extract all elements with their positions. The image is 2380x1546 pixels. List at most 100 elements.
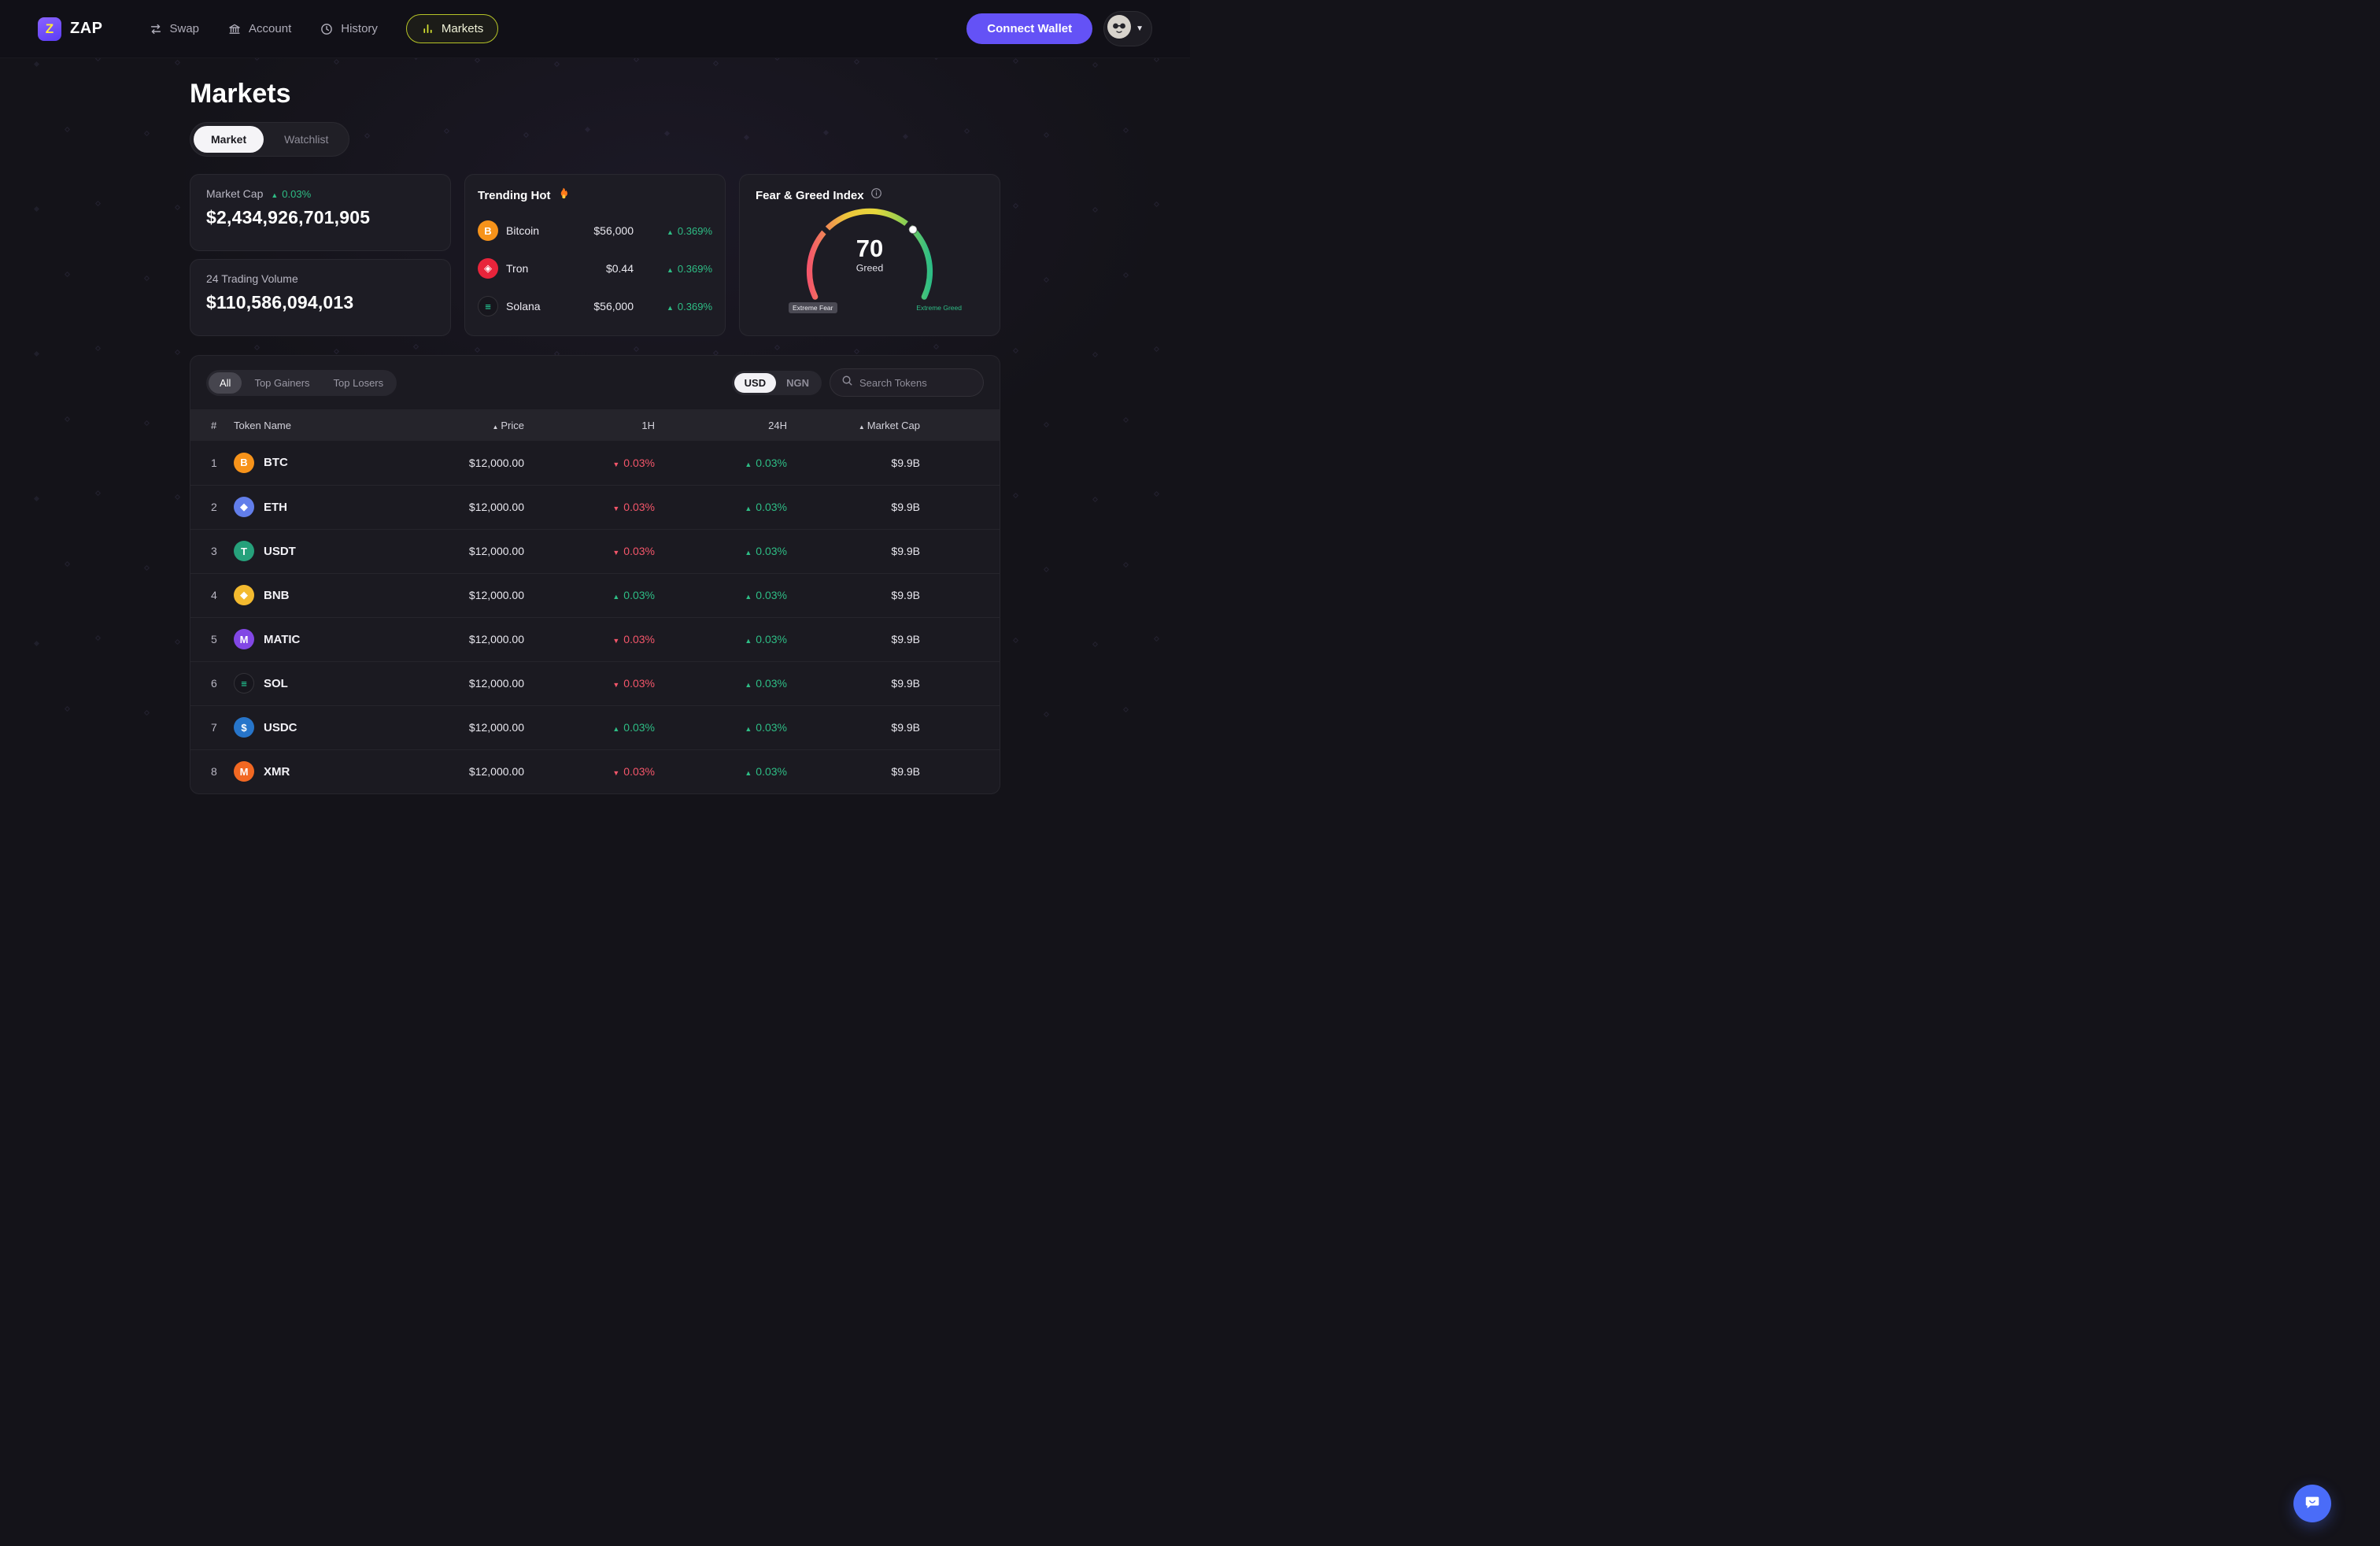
token-symbol: XMR <box>264 764 290 779</box>
up-triangle-icon: ▲ <box>745 460 752 468</box>
search-box <box>830 368 984 397</box>
col-1h[interactable]: 1H <box>524 409 655 441</box>
table-row[interactable]: 3 T USDT $12,000.00 ▼ 0.03% ▲ 0.03% $9.9B <box>190 528 1000 573</box>
usdt-icon: T <box>234 541 254 561</box>
sort-icon: ▲ <box>492 423 499 431</box>
page-title: Markets <box>190 79 291 109</box>
change-24h-cell: ▲ 0.03% <box>655 528 787 573</box>
up-triangle-icon: ▲ <box>666 227 674 236</box>
tab-watchlist[interactable]: Watchlist <box>284 133 329 146</box>
fear-greed-gauge: 70 Greed Extreme Fear Extreme Greed <box>756 205 984 323</box>
zap-logo-icon: Z <box>38 17 61 41</box>
table-row[interactable]: 6 ≡ SOL $12,000.00 ▼ 0.03% ▲ 0.03% $9.9B <box>190 660 1000 705</box>
change-1h-cell: ▲ 0.03% <box>524 572 655 617</box>
currency-ngn[interactable]: NGN <box>786 376 809 389</box>
change-1h-cell: ▼ 0.03% <box>524 616 655 661</box>
trending-list: B Bitcoin $56,000 ▲ 0.369% ◈ Tron $0.44 ▲ 0.369% ≡… <box>478 212 712 325</box>
table-row[interactable]: 8 M XMR $12,000.00 ▼ 0.03% ▲ 0.03% $9.9B <box>190 749 1000 793</box>
xmr-icon: M <box>234 761 254 782</box>
trending-token-name: Bitcoin <box>506 224 540 237</box>
up-triangle-icon: ▲ <box>745 549 752 557</box>
currency-usd[interactable]: USD <box>734 372 777 393</box>
trending-token-change: ▲ 0.369% <box>666 262 712 275</box>
change-24h-cell: ▲ 0.03% <box>655 749 787 793</box>
col-market-cap[interactable]: ▲ Market Cap <box>787 409 1000 441</box>
trending-item[interactable]: B Bitcoin $56,000 ▲ 0.369% <box>478 212 712 250</box>
price-cell: $12,000.00 <box>379 705 524 749</box>
filter-all[interactable]: All <box>209 372 242 394</box>
account-menu[interactable]: ▼ <box>1103 11 1152 46</box>
markets-table-card: All Top Gainers Top Losers USD NGN <box>190 355 1000 794</box>
table-row[interactable]: 5 M MATIC $12,000.00 ▼ 0.03% ▲ 0.03% $9.9B <box>190 616 1000 661</box>
up-triangle-icon: ▲ <box>745 505 752 512</box>
nav-label: Account <box>249 22 292 35</box>
up-triangle-icon: ▲ <box>666 303 674 312</box>
table-row[interactable]: 1 B BTC $12,000.00 ▼ 0.03% ▲ 0.03% $9.9B <box>190 441 1000 485</box>
trending-item[interactable]: ≡ Solana $56,000 ▲ 0.369% <box>478 287 712 325</box>
down-triangle-icon: ▼ <box>612 549 620 557</box>
trading-volume-value: $110,586,094,013 <box>206 292 354 313</box>
info-icon[interactable] <box>870 187 882 203</box>
nav-label: Markets <box>441 22 484 35</box>
nav-item-history[interactable]: History <box>320 22 378 36</box>
up-triangle-icon: ▲ <box>271 190 279 199</box>
tron-icon: ◈ <box>478 258 498 279</box>
clock-icon <box>320 22 334 36</box>
nav-item-swap[interactable]: Swap <box>149 22 200 36</box>
usdc-icon: $ <box>234 717 254 738</box>
chat-support-button[interactable] <box>2293 1485 2331 1522</box>
btc-icon: B <box>234 452 254 473</box>
table-row[interactable]: 2 ◆ ETH $12,000.00 ▼ 0.03% ▲ 0.03% $9.9B <box>190 484 1000 529</box>
trending-token-price: $0.44 <box>605 262 634 275</box>
nav-item-account[interactable]: Account <box>227 22 291 36</box>
up-triangle-icon: ▲ <box>612 593 620 601</box>
connect-wallet-button[interactable]: Connect Wallet <box>966 13 1093 44</box>
fear-greed-card: Fear & Greed Index <box>739 174 1000 336</box>
filter-top-gainers[interactable]: Top Gainers <box>254 376 310 389</box>
price-cell: $12,000.00 <box>379 484 524 529</box>
change-1h-cell: ▲ 0.03% <box>524 705 655 749</box>
tab-market[interactable]: Market <box>194 126 264 153</box>
price-cell: $12,000.00 <box>379 660 524 705</box>
up-triangle-icon: ▲ <box>745 681 752 689</box>
change-1h-cell: ▼ 0.03% <box>524 749 655 793</box>
bar-chart-icon <box>421 22 434 35</box>
market-cap-label: Market Cap <box>206 187 264 200</box>
col-token-name: Token Name <box>234 409 379 441</box>
down-triangle-icon: ▼ <box>612 769 620 778</box>
rank-cell: 2 <box>190 484 234 529</box>
nav-item-markets[interactable]: Markets <box>405 14 499 43</box>
token-table-rows: 1 B BTC $12,000.00 ▼ 0.03% ▲ 0.03% $9.9B 2 ◆ ETH $12… <box>190 441 1000 793</box>
market-cap-card: Market Cap ▲ 0.03% $2,434,926,701,905 <box>190 174 451 251</box>
token-symbol: ETH <box>264 500 287 514</box>
nav-label: History <box>341 22 378 35</box>
market-cap-cell: $9.9B <box>787 484 1000 529</box>
change-24h-cell: ▲ 0.03% <box>655 572 787 617</box>
trending-item[interactable]: ◈ Tron $0.44 ▲ 0.369% <box>478 250 712 287</box>
zap-logo[interactable]: Z ZAP <box>38 17 103 41</box>
fear-greed-title: Fear & Greed Index <box>756 188 864 202</box>
bnb-icon: ◆ <box>234 585 254 605</box>
table-row[interactable]: 7 $ USDC $12,000.00 ▲ 0.03% ▲ 0.03% $9.9B <box>190 705 1000 749</box>
matic-icon: M <box>234 629 254 649</box>
price-cell: $12,000.00 <box>468 456 524 469</box>
search-input[interactable] <box>859 376 972 389</box>
col-price[interactable]: ▲ Price <box>379 409 524 441</box>
market-cap-cell: $9.9B <box>787 749 1000 793</box>
extreme-greed-label: Extreme Greed <box>916 304 962 312</box>
sort-icon: ▲ <box>858 423 865 431</box>
rank-cell: 1 <box>211 456 217 469</box>
gauge-gap <box>903 220 914 231</box>
nav-label: Swap <box>169 22 200 35</box>
market-cap-cell: $9.9B <box>787 572 1000 617</box>
change-24h-cell: ▲ 0.03% <box>655 484 787 529</box>
trending-token-change: ▲ 0.369% <box>666 300 712 313</box>
filter-top-losers[interactable]: Top Losers <box>333 376 384 389</box>
token-symbol: SOL <box>264 676 288 690</box>
col-24h[interactable]: 24H <box>655 409 787 441</box>
market-cap-cell: $9.9B <box>787 528 1000 573</box>
price-cell: $12,000.00 <box>379 616 524 661</box>
brand-name: ZAP <box>70 20 103 37</box>
price-cell: $12,000.00 <box>379 528 524 573</box>
table-row[interactable]: 4 ◆ BNB $12,000.00 ▲ 0.03% ▲ 0.03% $9.9B <box>190 572 1000 617</box>
